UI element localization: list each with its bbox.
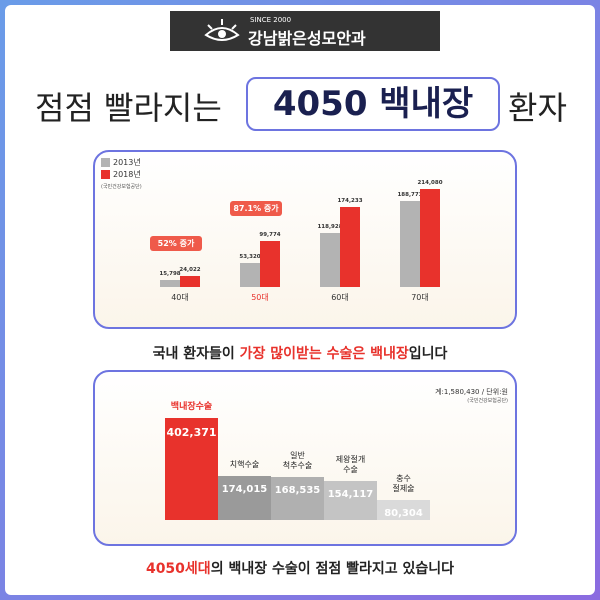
bar [320, 232, 340, 287]
legend-label: 2013년 [113, 158, 141, 167]
x-tick-label: 제왕절개 수술 [335, 454, 366, 474]
headline-post: 환자 [508, 89, 567, 127]
logo-icon [204, 19, 240, 41]
source: (국민건강보험공단) [101, 184, 142, 190]
headline-pre: 점점 빨라지는 [35, 89, 222, 127]
value-label: 118,928 [317, 223, 343, 230]
legend-swatch [101, 158, 110, 167]
annotation: 87.1% 증가 [230, 201, 282, 217]
canvas: SINCE 2000 강남밝은성모안과 점점 빨라지는 4050 백내장 환자 … [5, 5, 595, 595]
footer: 4050세대의 백내장 수술이 점점 빨라지고 있습니다 [5, 558, 595, 578]
value-label: 99,774 [259, 232, 281, 239]
value-label: 174,233 [337, 198, 363, 205]
brand: 강남밝은성모안과 [248, 29, 366, 48]
footer-post: 의 백내장 수술이 점점 빨라지고 있습니다 [210, 561, 455, 577]
bar [420, 189, 440, 287]
value-label: 402,371 [166, 426, 217, 439]
value-label: 80,304 [384, 507, 423, 519]
source: (국민건강보험공단) [467, 398, 508, 404]
footer-highlight: 4050세대 [145, 561, 211, 577]
caption: 국내 환자들이 가장 많이받는 수술은 백내장입니다 [5, 343, 595, 363]
x-tick-label: 치핵수술 [229, 459, 260, 469]
legend-label: 2018년 [113, 170, 141, 179]
value-label: 188,773 [397, 191, 423, 198]
bar [260, 241, 280, 287]
bar [340, 207, 360, 287]
bar [180, 276, 200, 287]
bar [165, 418, 218, 520]
caption-post: 입니다 [408, 346, 448, 362]
value-label: 174,015 [221, 483, 268, 495]
note: 계:1,580,430 / 단위:원 [435, 388, 508, 396]
x-tick-label: 60대 [331, 293, 349, 302]
legend-swatch [101, 170, 110, 179]
bar [324, 480, 377, 520]
caption-highlight: 가장 많이받는 수술은 백내장 [239, 346, 409, 362]
value-label: 53,320 [239, 253, 261, 260]
value-label: 154,117 [327, 488, 374, 500]
value-label: 168,535 [274, 485, 321, 497]
x-tick-label: 40대 [171, 293, 189, 302]
x-tick-label: 백내장수술 [170, 402, 213, 412]
bar [218, 475, 271, 520]
value-label: 24,022 [179, 267, 201, 273]
headline-highlight: 4050 백내장 [246, 77, 500, 131]
since: SINCE 2000 [250, 16, 292, 24]
x-tick-label: 70대 [411, 293, 429, 302]
value-label: 15,798 [159, 270, 181, 277]
bar [271, 477, 324, 520]
bar [160, 279, 180, 287]
x-tick-label: 50대 [251, 293, 269, 302]
value-label: 214,080 [417, 180, 443, 186]
caption-pre: 국내 환자들이 [152, 346, 240, 362]
x-tick-label: 일반 척추수술 [282, 451, 313, 471]
annotation: 52% 증가 [150, 236, 202, 251]
bar [400, 200, 420, 287]
logo-box: SINCE 2000 강남밝은성모안과 [170, 11, 440, 51]
bar [240, 262, 260, 287]
x-tick-label: 충수 절제술 [392, 473, 415, 493]
bar [377, 499, 430, 520]
